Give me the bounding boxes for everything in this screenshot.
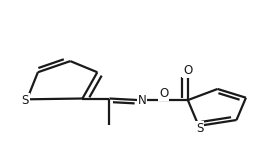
Text: S: S: [196, 122, 203, 135]
Text: S: S: [21, 94, 29, 107]
Text: N: N: [138, 94, 146, 107]
Text: O: O: [183, 64, 192, 77]
Text: O: O: [159, 87, 168, 100]
